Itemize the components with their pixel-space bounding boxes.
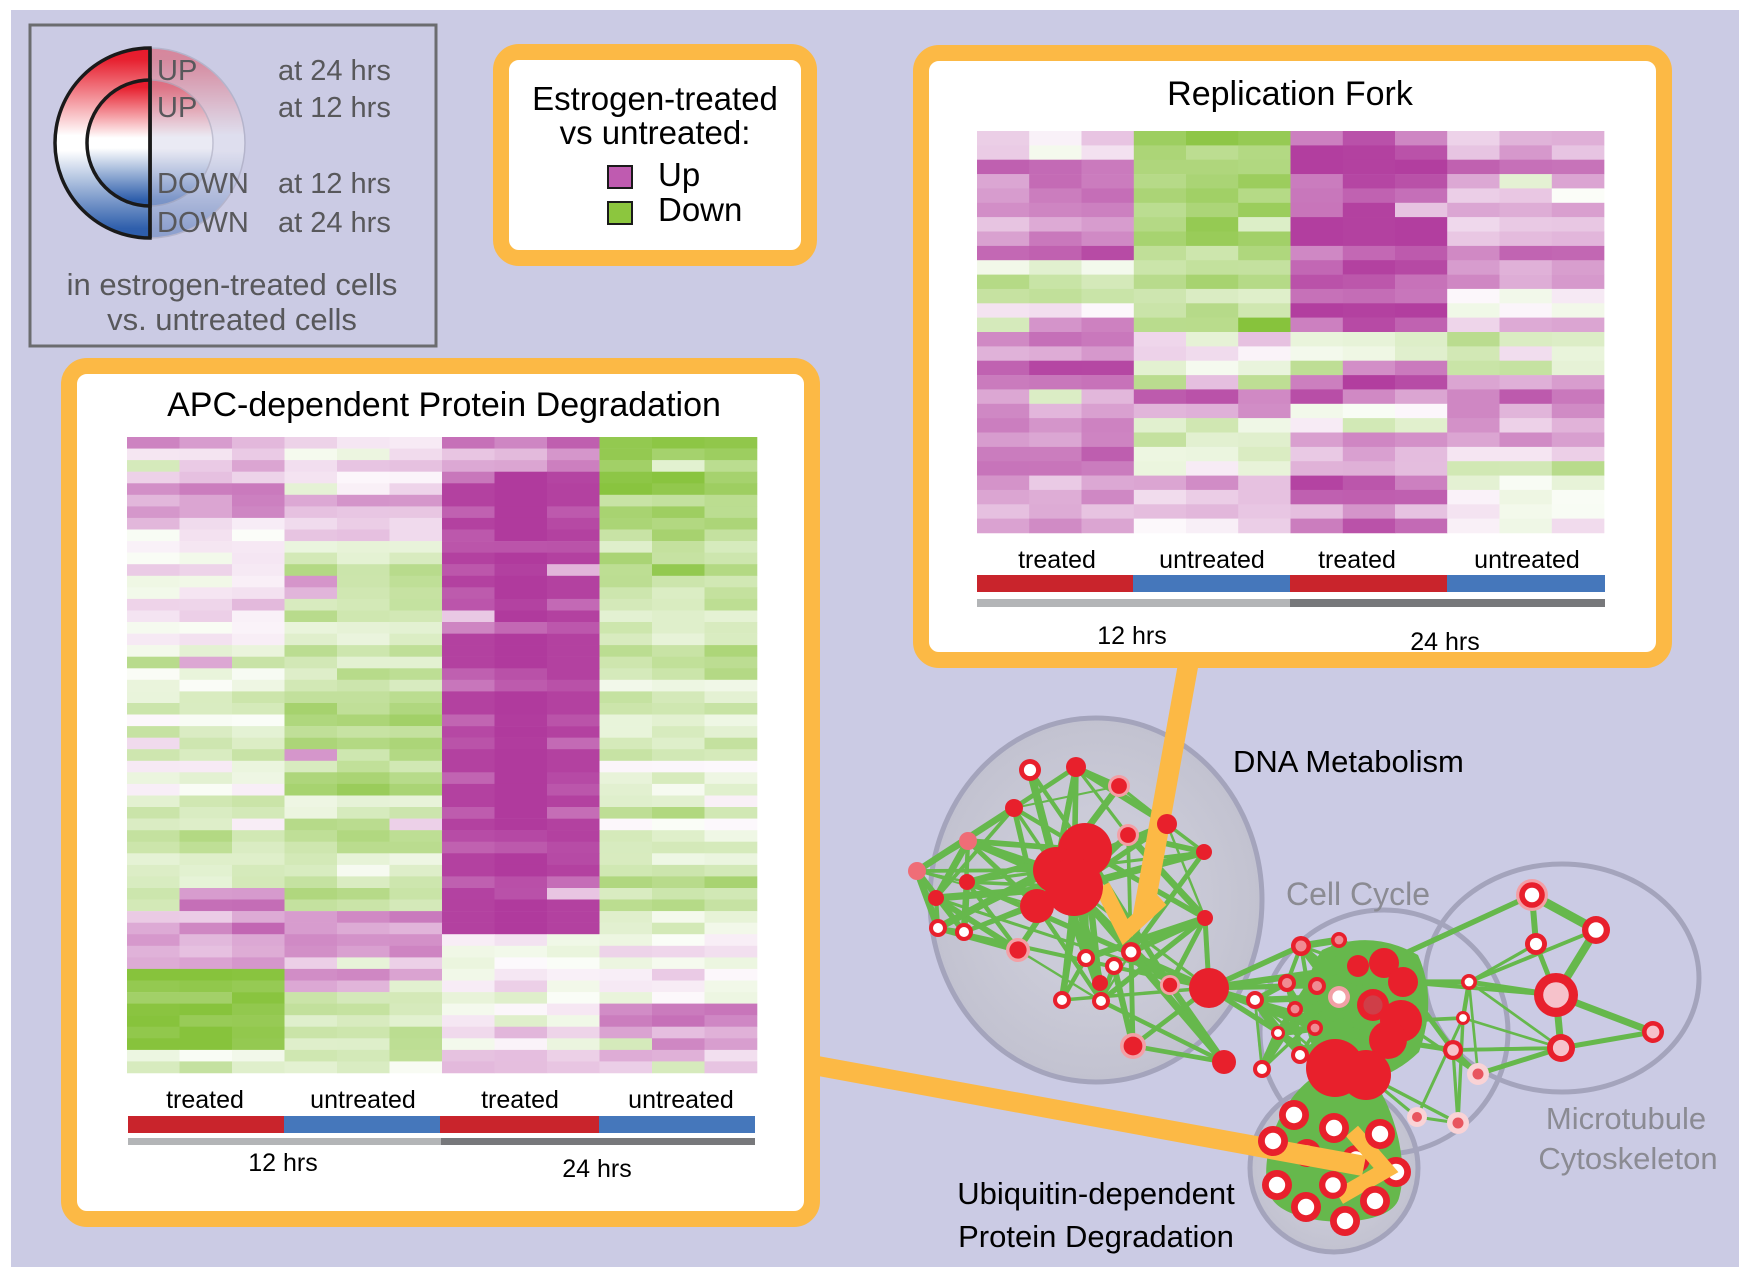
svg-text:UP: UP xyxy=(157,55,197,87)
svg-text:at 12 hrs: at 12 hrs xyxy=(278,168,391,200)
svg-text:Cytoskeleton: Cytoskeleton xyxy=(1538,1141,1717,1176)
svg-text:DOWN: DOWN xyxy=(157,168,249,200)
svg-text:at 12 hrs: at 12 hrs xyxy=(278,92,391,124)
svg-text:UP: UP xyxy=(157,92,197,124)
svg-text:vs. untreated cells: vs. untreated cells xyxy=(107,302,357,337)
svg-text:Microtubule: Microtubule xyxy=(1546,1101,1706,1136)
svg-text:at 24 hrs: at 24 hrs xyxy=(278,207,391,239)
svg-text:Protein Degradation: Protein Degradation xyxy=(958,1219,1234,1254)
svg-text:DOWN: DOWN xyxy=(157,207,249,239)
svg-text:DNA Metabolism: DNA Metabolism xyxy=(1233,744,1464,779)
svg-text:in estrogen-treated cells: in estrogen-treated cells xyxy=(67,267,398,302)
svg-text:at 24 hrs: at 24 hrs xyxy=(278,55,391,87)
svg-text:Ubiquitin-dependent: Ubiquitin-dependent xyxy=(957,1176,1235,1211)
svg-text:Cell Cycle: Cell Cycle xyxy=(1286,876,1430,912)
